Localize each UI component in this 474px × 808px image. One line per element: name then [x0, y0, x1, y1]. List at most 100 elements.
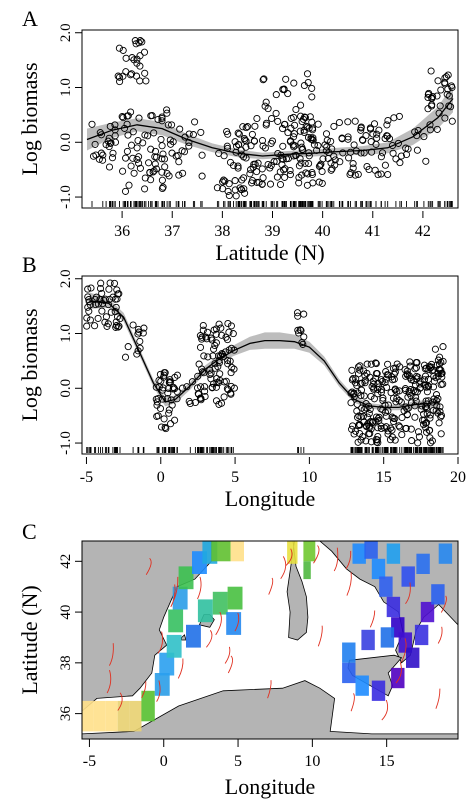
data-point	[98, 307, 106, 315]
data-point	[392, 398, 400, 406]
data-point	[201, 387, 209, 395]
data-point	[406, 362, 414, 370]
grid-cell	[371, 680, 386, 701]
data-point	[393, 394, 401, 403]
data-point	[350, 141, 358, 149]
data-point	[250, 160, 258, 168]
panel-letter: C	[22, 519, 37, 544]
data-point	[383, 383, 391, 391]
data-point	[173, 388, 181, 396]
data-point	[331, 156, 339, 164]
data-point	[322, 147, 330, 155]
data-point	[163, 169, 171, 178]
data-point	[371, 166, 379, 174]
data-point	[434, 77, 442, 85]
panel-b: B Log biomass Longitude -5 0 5 10 15 20 -1.0 0.0 1.…	[17, 252, 466, 511]
data-point	[102, 313, 110, 321]
data-point	[370, 120, 379, 128]
contour-line	[117, 692, 123, 711]
data-point	[123, 147, 131, 155]
data-point	[141, 69, 149, 77]
data-point	[127, 141, 136, 149]
data-point	[91, 322, 99, 330]
grid-cell	[178, 566, 194, 590]
data-point	[363, 369, 371, 377]
data-point	[301, 114, 309, 122]
x-tick-label: 10	[304, 753, 320, 770]
y-axis-label: Latitude (N)	[17, 585, 42, 694]
data-point	[444, 85, 452, 93]
data-point	[225, 191, 233, 200]
data-point	[367, 392, 375, 400]
data-point	[426, 121, 434, 129]
contour-line	[177, 658, 184, 679]
data-point	[165, 172, 173, 180]
x-tick-label: 5	[231, 469, 239, 486]
data-point	[164, 121, 172, 129]
data-point	[377, 424, 385, 433]
data-point	[384, 401, 392, 409]
data-point	[425, 89, 433, 97]
data-point	[296, 326, 304, 334]
data-point	[314, 142, 322, 150]
data-point	[335, 118, 343, 127]
data-point	[160, 155, 169, 163]
data-point	[384, 116, 392, 125]
grid-cell	[361, 629, 375, 651]
data-point	[291, 121, 299, 129]
contour-line	[141, 681, 147, 699]
data-point	[403, 411, 411, 419]
data-point	[140, 48, 149, 56]
data-point	[328, 165, 336, 173]
data-point	[220, 176, 228, 184]
data-point	[86, 301, 94, 309]
y-axis-label: Log biomass	[17, 308, 42, 421]
data-point	[420, 410, 428, 418]
data-point	[129, 128, 137, 136]
data-point	[411, 402, 419, 410]
data-point	[206, 366, 214, 374]
data-point	[357, 436, 365, 444]
data-point	[300, 128, 308, 136]
data-point	[401, 366, 409, 374]
data-point	[373, 370, 381, 378]
data-point	[94, 314, 102, 322]
data-point	[217, 324, 225, 332]
data-point	[157, 135, 165, 143]
data-point	[217, 399, 226, 407]
plot-frame	[81, 275, 459, 455]
data-point	[397, 152, 405, 160]
contour-line	[267, 680, 272, 699]
x-tick-label: 40	[315, 223, 331, 240]
grid-cell	[431, 584, 445, 605]
data-point	[424, 375, 432, 383]
data-point	[146, 169, 154, 177]
data-point	[351, 117, 359, 125]
contour-line	[280, 556, 287, 579]
data-point	[198, 335, 206, 343]
data-point	[103, 322, 111, 330]
data-point	[105, 285, 113, 293]
data-point	[386, 436, 395, 444]
data-point	[421, 365, 429, 373]
data-point	[84, 285, 92, 293]
data-point	[151, 153, 159, 161]
data-point	[365, 410, 373, 418]
data-point	[354, 170, 362, 178]
y-tick-label: 38	[58, 655, 74, 670]
data-point	[127, 162, 135, 170]
data-point	[393, 360, 401, 368]
data-point	[379, 396, 387, 405]
data-point	[297, 101, 305, 109]
data-point	[116, 78, 124, 86]
x-tick-label: 0	[157, 469, 165, 486]
data-point	[115, 44, 123, 52]
data-point	[396, 159, 404, 167]
data-point	[414, 439, 422, 447]
data-point	[87, 284, 95, 292]
data-point	[437, 430, 445, 438]
data-point	[302, 122, 310, 130]
y-axis-label: Log biomass	[17, 62, 42, 175]
data-point	[327, 166, 335, 174]
